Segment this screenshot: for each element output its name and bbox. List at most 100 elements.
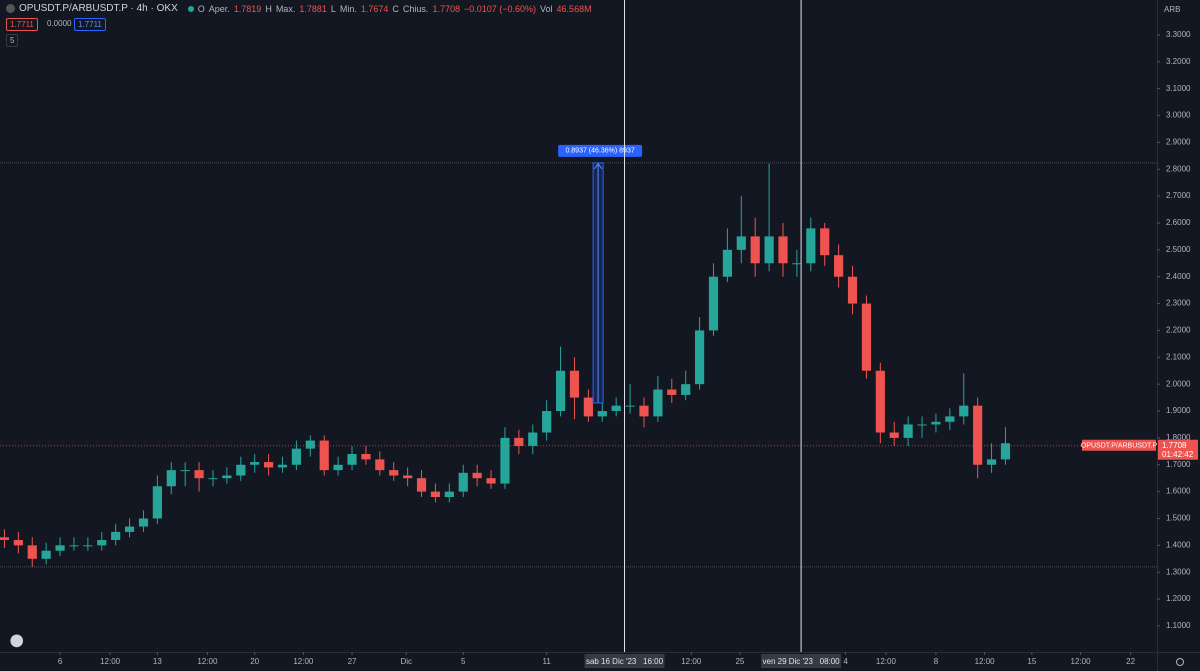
crosshair-label: sab 16 Dic '23 16:00 <box>586 657 664 666</box>
symbol-tag-bg <box>1082 439 1156 451</box>
candle-body <box>973 405 983 465</box>
c-name: Chius. <box>402 3 429 14</box>
candle-body <box>403 475 413 479</box>
l-label: L <box>330 3 336 14</box>
candle-body <box>430 491 441 497</box>
symbol-tag: OPUSDT.P/ARBUSDT.P <box>1081 443 1158 450</box>
y-tick-label: 3.1000 <box>1166 84 1191 93</box>
y-tick-label: 2.5000 <box>1166 245 1191 254</box>
currency-label: ARB <box>1164 5 1180 14</box>
y-tick-label: 1.6000 <box>1166 487 1191 496</box>
candle-body <box>875 370 885 433</box>
x-tick-label: 12:00 <box>1071 657 1092 666</box>
candle-body <box>166 470 176 487</box>
candle-body <box>291 448 301 465</box>
ask[interactable]: 1.7711 <box>74 18 106 31</box>
candle-body <box>180 470 190 472</box>
candle-body <box>945 416 955 422</box>
candle-body <box>847 276 858 304</box>
candle-body <box>722 249 732 277</box>
candle-body <box>736 236 746 250</box>
candle-body <box>194 470 204 479</box>
y-tick-label: 1.1000 <box>1166 621 1191 630</box>
y-tick-label: 1.2000 <box>1166 594 1191 603</box>
candle-body <box>903 424 913 438</box>
candle-body <box>152 486 162 519</box>
candle-body <box>97 539 107 546</box>
x-tick-label: 15 <box>1027 657 1036 666</box>
candle-body <box>55 545 65 551</box>
candle-body <box>138 518 149 527</box>
indicators-toggle[interactable]: 5 <box>6 34 19 47</box>
logo: ⬤ <box>10 633 24 648</box>
y-tick-label: 2.7000 <box>1166 191 1191 200</box>
candle-body <box>250 462 260 465</box>
crosshair-label-bg <box>584 654 665 668</box>
x-tick-label: 27 <box>348 657 357 666</box>
price-axis-bg <box>1157 0 1200 671</box>
legend: OPUSDT.P/ARBUSDT.P · 4h · OKX O Aper. 1.78… <box>6 3 592 14</box>
candle-body <box>583 397 593 417</box>
candle-body <box>333 464 343 471</box>
y-tick-label: 3.0000 <box>1166 111 1191 120</box>
y-tick-label: 2.9000 <box>1166 137 1191 146</box>
candle-body <box>83 545 93 547</box>
candle-body <box>708 276 719 331</box>
x-tick-label: 20 <box>250 657 259 666</box>
symbol-icon <box>6 4 15 13</box>
countdown: 01:42:42 <box>1162 450 1194 459</box>
x-tick-label: 13 <box>153 657 162 666</box>
y-tick-label: 2.1000 <box>1166 352 1191 361</box>
change: −0.0107 (−0.60%) <box>463 3 537 14</box>
candle-body <box>347 454 357 465</box>
c-label: C <box>392 3 399 14</box>
candle-body <box>500 437 510 484</box>
candle-body <box>124 526 135 532</box>
candle-body <box>959 405 969 417</box>
x-tick-label: 12:00 <box>681 657 702 666</box>
x-tick-label: 12:00 <box>100 657 121 666</box>
candle-body <box>69 545 79 547</box>
x-tick-label: 12:00 <box>876 657 897 666</box>
candle-body <box>889 432 899 438</box>
candle-body <box>208 478 218 480</box>
symbol[interactable]: OPUSDT.P/ARBUSDT.P · 4h · OKX <box>19 3 178 14</box>
vol-label: Vol <box>540 3 553 14</box>
candle-body <box>27 545 37 559</box>
x-tick-label: 22 <box>1126 657 1135 666</box>
crosshair-label: ven 29 Dic '23 08:00 <box>763 657 841 666</box>
l-name: Min. <box>339 3 357 14</box>
price-tag: 1.7708 <box>1162 441 1187 450</box>
y-tick-label: 1.8000 <box>1166 433 1191 442</box>
candle-body <box>597 411 607 417</box>
settings-icon[interactable] <box>1176 658 1184 666</box>
candle-body <box>653 389 663 417</box>
candle-body <box>834 255 844 277</box>
candle-body <box>611 405 621 412</box>
x-tick-label: 6 <box>58 657 63 666</box>
candle-body <box>681 384 691 395</box>
candle-body <box>41 550 51 559</box>
c-value: 1.7708 <box>432 3 460 14</box>
x-tick-label: 25 <box>735 657 744 666</box>
candle-body <box>667 389 677 395</box>
o-value: 1.7819 <box>233 3 262 14</box>
candle-body <box>931 421 941 425</box>
l-value: 1.7674 <box>360 3 389 14</box>
candle-body <box>361 454 371 460</box>
candle-body <box>528 432 538 446</box>
candle-body <box>514 437 524 446</box>
candle-body <box>319 440 329 471</box>
y-tick-label: 2.4000 <box>1166 272 1191 281</box>
bid[interactable]: 1.7711 <box>6 18 38 31</box>
candle-body <box>486 478 496 484</box>
candle-body <box>0 537 10 540</box>
y-tick-label: 1.9000 <box>1166 406 1191 415</box>
x-tick-label: 5 <box>461 657 466 666</box>
candle-body <box>806 228 816 264</box>
measure-label: 0.8937 (46.36%) 8937 <box>565 148 634 155</box>
y-tick-label: 1.4000 <box>1166 540 1191 549</box>
y-tick-label: 1.5000 <box>1166 514 1191 523</box>
o-name: Aper. <box>208 3 230 14</box>
